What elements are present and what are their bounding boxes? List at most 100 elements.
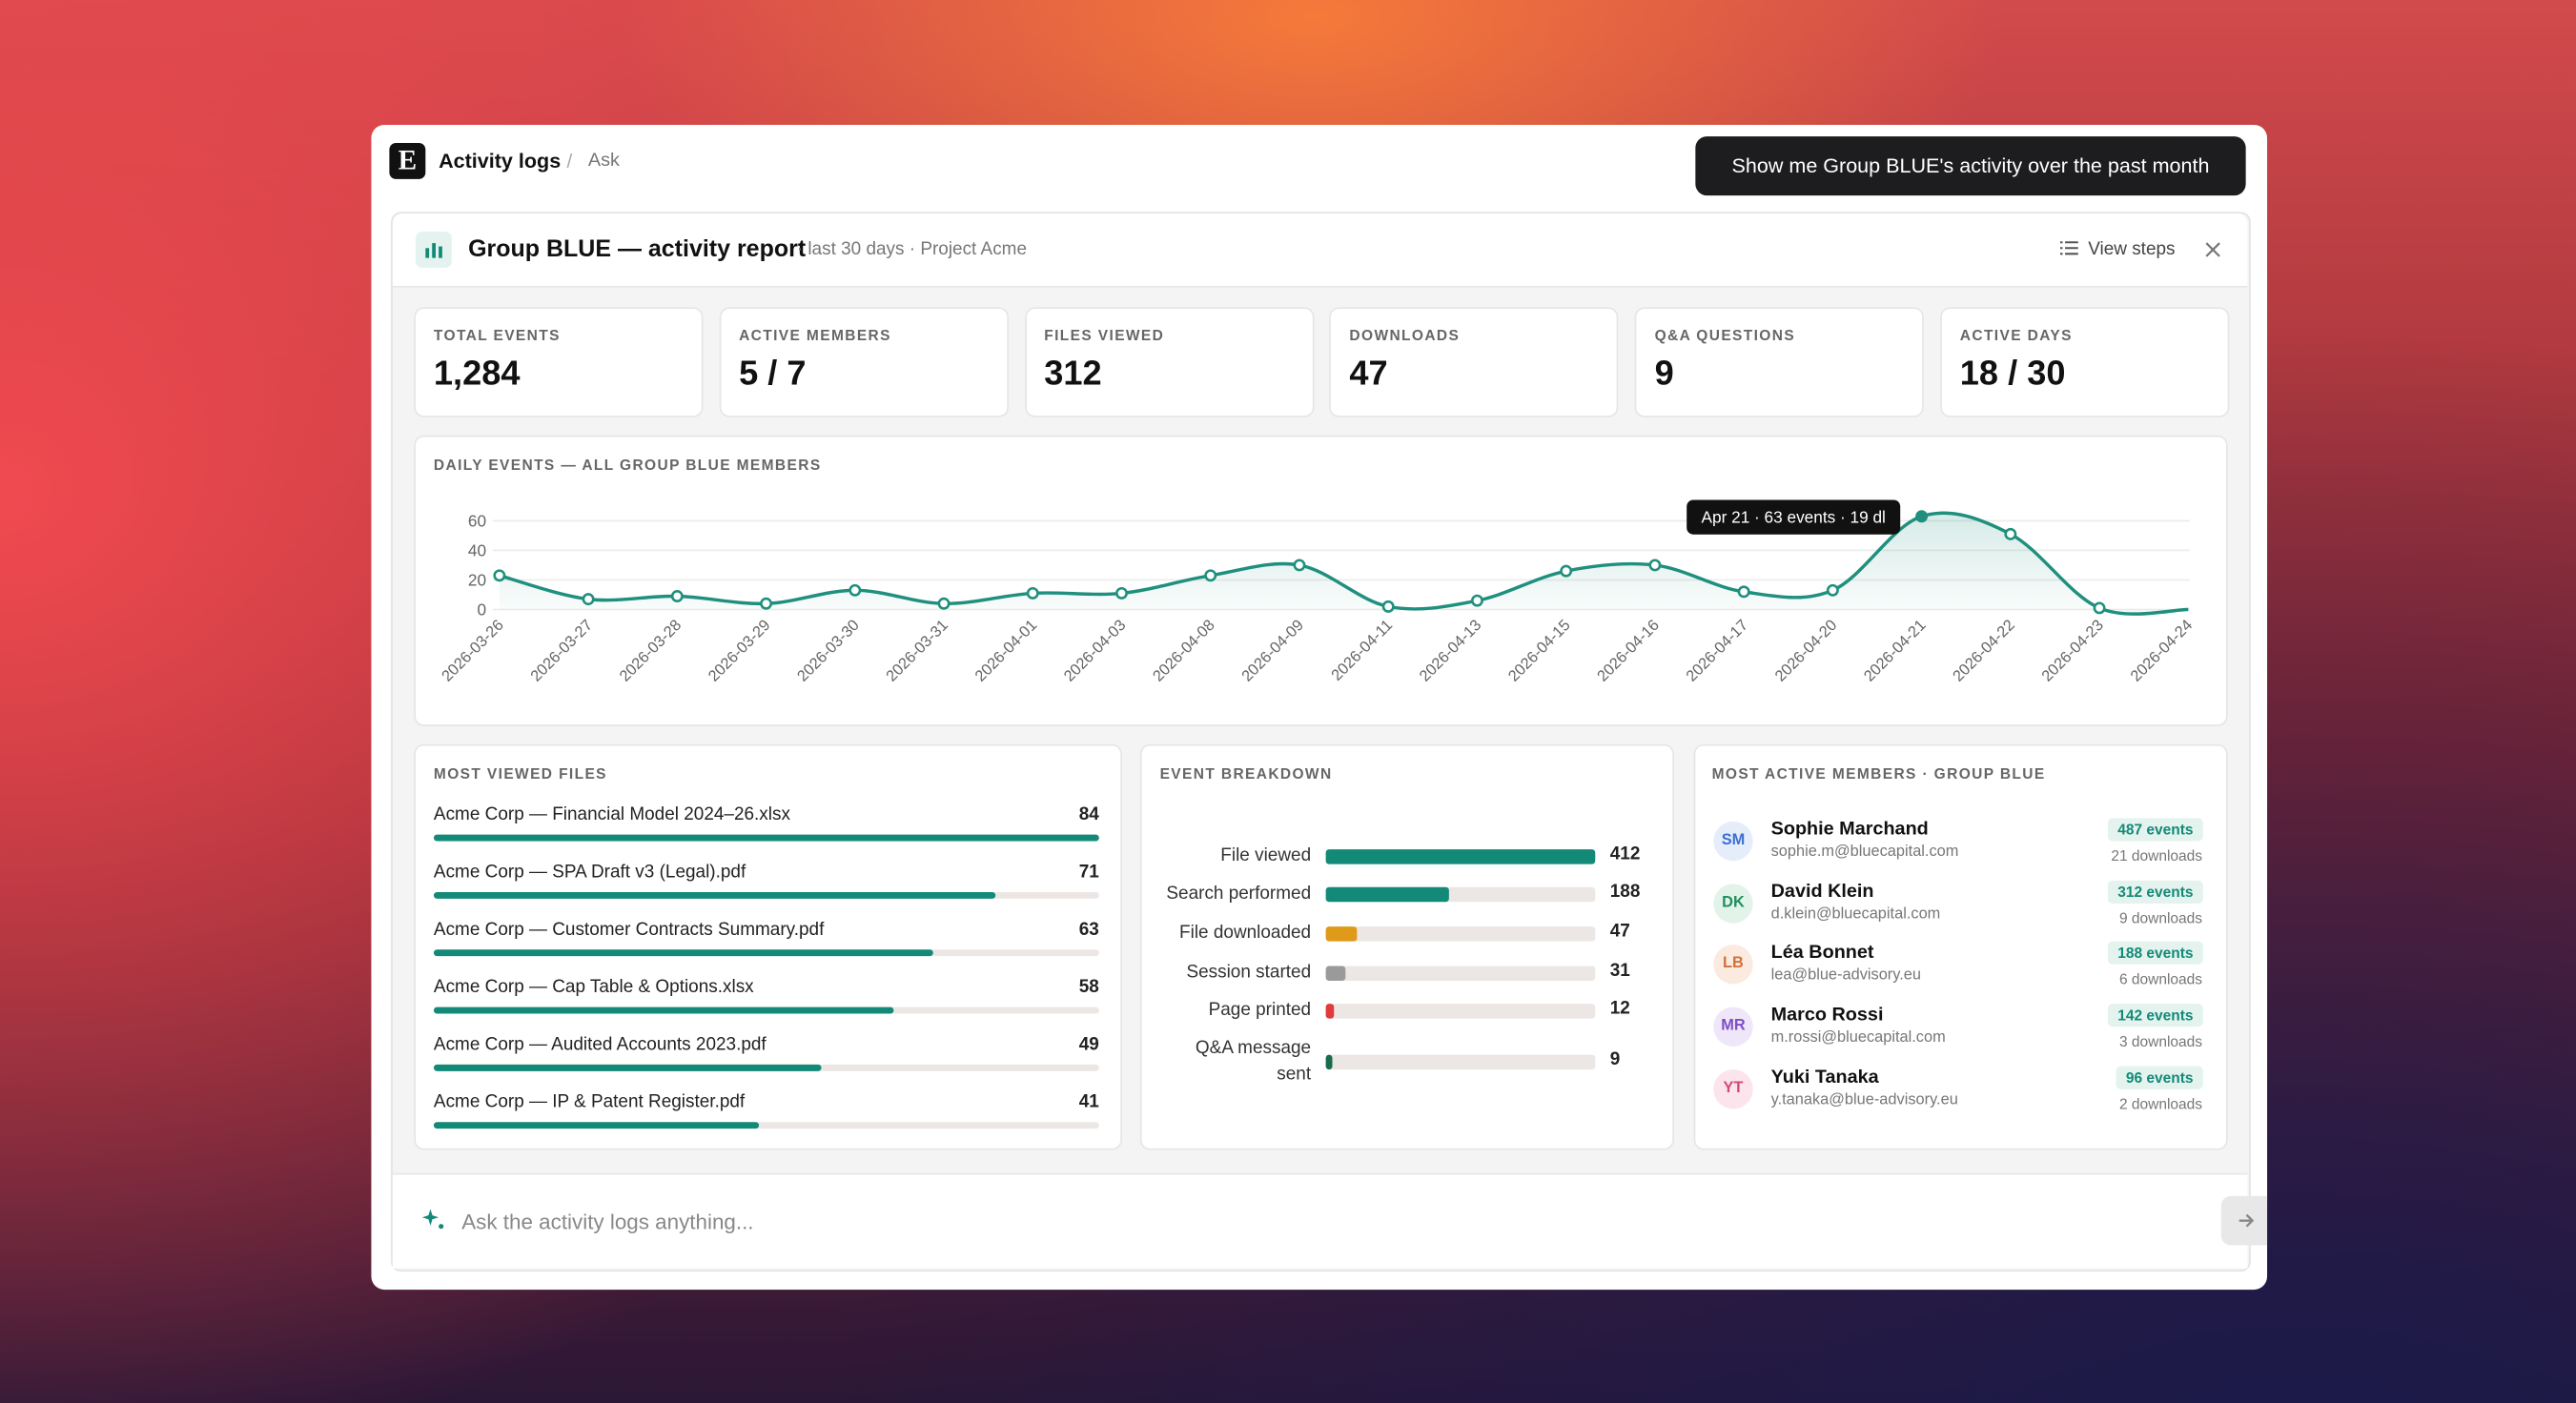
avatar: LB <box>1713 945 1753 986</box>
files-title: MOST VIEWED FILES <box>433 765 607 783</box>
report-icon <box>415 232 452 268</box>
data-point <box>2093 601 2106 615</box>
x-tick-label: 2026-03-27 <box>527 617 596 685</box>
data-point <box>1648 559 1662 572</box>
event-count: 188 <box>1609 882 1641 903</box>
member-email: d.klein@bluecapital.com <box>1770 905 1941 924</box>
kpi-card <box>1024 307 1314 417</box>
x-tick-label: 2026-03-31 <box>883 617 951 685</box>
x-tick-label: 2026-04-24 <box>2127 617 2196 685</box>
x-tick-label: 2026-04-22 <box>1950 617 2018 685</box>
kpi-label: ACTIVE DAYS <box>1959 327 2073 344</box>
event-label: Session started <box>1186 963 1312 983</box>
report-meta: · last 30 days · Project Acme <box>796 239 1028 260</box>
member-name: Léa Bonnet <box>1770 944 1874 964</box>
event-label: File downloaded <box>1179 923 1312 944</box>
breakdown-card <box>1139 743 1674 1150</box>
x-tick-label: 2026-04-11 <box>1328 617 1396 684</box>
data-point <box>1381 600 1395 613</box>
event-badge: 188 events <box>2107 942 2203 966</box>
event-badge: 142 events <box>2107 1004 2203 1027</box>
bar <box>1325 965 1346 981</box>
kpi-value: 312 <box>1044 355 1102 393</box>
event-badge: 312 events <box>2107 880 2203 904</box>
chart-title: DAILY EVENTS — ALL GROUP BLUE MEMBERS <box>433 457 822 474</box>
data-point <box>1560 564 1573 578</box>
x-tick-label: 2026-03-29 <box>705 617 774 685</box>
member-name: Sophie Marchand <box>1770 820 1929 840</box>
bar <box>433 1064 823 1071</box>
member-name: Yuki Tanaka <box>1770 1068 1879 1088</box>
breakdown-title: EVENT BREAKDOWN <box>1159 765 1333 783</box>
files-card <box>414 743 1122 1150</box>
y-tick-label: 0 <box>477 600 486 620</box>
x-tick-label: 2026-04-15 <box>1505 617 1574 685</box>
x-tick-label: 2026-04-16 <box>1594 617 1663 685</box>
bar <box>1325 1053 1332 1069</box>
kpi-label: DOWNLOADS <box>1349 327 1461 344</box>
member-name: Marco Rossi <box>1770 1006 1884 1026</box>
kpi-card <box>1634 307 1925 417</box>
data-point <box>670 590 684 602</box>
data-point <box>1115 586 1128 600</box>
file-name: Acme Corp — IP & Patent Register.pdf <box>433 1092 746 1112</box>
input-bar <box>392 1172 2248 1269</box>
member-name: David Klein <box>1770 882 1874 902</box>
y-tick-label: 60 <box>468 511 486 530</box>
chat-input[interactable]: Ask the activity logs anything... <box>461 1209 754 1234</box>
close-button[interactable] <box>2205 241 2221 257</box>
file-name: Acme Corp — Audited Accounts 2023.pdf <box>433 1034 767 1055</box>
breadcrumb-page[interactable]: Ask <box>587 151 620 172</box>
event-label: Page printed <box>1208 1000 1312 1021</box>
avatar: YT <box>1713 1068 1753 1109</box>
file-name: Acme Corp — Cap Table & Options.xlsx <box>433 977 754 998</box>
avatar: MR <box>1713 1006 1753 1047</box>
data-point <box>1470 594 1483 607</box>
send-button[interactable] <box>2220 1195 2268 1246</box>
x-tick-label: 2026-04-23 <box>2038 617 2107 685</box>
file-count: 49 <box>1078 1034 1099 1055</box>
bar-track <box>1325 925 1596 941</box>
bar-track <box>1325 1003 1596 1018</box>
event-count: 12 <box>1609 998 1630 1019</box>
app-name[interactable]: Activity logs <box>439 149 562 173</box>
file-count: 58 <box>1078 977 1099 998</box>
member-email: m.rossi@bluecapital.com <box>1770 1028 1946 1047</box>
data-point <box>582 593 595 606</box>
downloads-count: 6 downloads <box>2118 971 2203 988</box>
line-chart: 0 20 40 60 2026-03-26 2026-03-27 2026-03-28 202… <box>439 499 2196 685</box>
downloads-count: 2 downloads <box>2118 1095 2203 1112</box>
file-name: Acme Corp — Customer Contracts Summary.p… <box>433 920 825 940</box>
kpi-value: 9 <box>1654 355 1674 393</box>
x-tick-label: 2026-04-08 <box>1150 617 1218 685</box>
bar <box>1325 848 1596 864</box>
member-email: sophie.m@bluecapital.com <box>1770 843 1959 862</box>
x-tick-label: 2026-03-28 <box>616 617 685 685</box>
data-point <box>848 583 862 597</box>
x-tick-label: 2026-03-30 <box>794 617 863 685</box>
bar-track <box>1325 965 1596 981</box>
avatar: DK <box>1713 883 1753 924</box>
kpi-card <box>414 307 704 417</box>
kpi-card <box>1329 307 1620 417</box>
file-count: 84 <box>1078 804 1099 825</box>
downloads-count: 9 downloads <box>2118 909 2203 926</box>
kpi-card <box>719 307 1009 417</box>
x-tick-label: 2026-04-20 <box>1771 617 1840 685</box>
data-point <box>1026 586 1039 600</box>
x-tick-label: 2026-04-13 <box>1417 617 1485 685</box>
file-count: 71 <box>1078 862 1099 883</box>
view-steps-button[interactable]: View steps <box>2088 239 2176 260</box>
kpi-value: 18 / 30 <box>1959 355 2066 393</box>
event-label: Q&A message sent <box>1195 1038 1312 1085</box>
file-count: 63 <box>1078 920 1099 940</box>
kpi-value: 47 <box>1349 355 1388 393</box>
tooltip-text: Apr 21 · 63 events · 19 dl <box>1702 508 1886 527</box>
x-tick-label: 2026-04-17 <box>1683 617 1751 685</box>
bar-track <box>1325 1053 1596 1069</box>
tooltip-box <box>1687 499 1901 535</box>
kpi-value: 1,284 <box>433 355 521 393</box>
bar <box>1325 925 1357 941</box>
sparkle-icon <box>421 1209 444 1230</box>
